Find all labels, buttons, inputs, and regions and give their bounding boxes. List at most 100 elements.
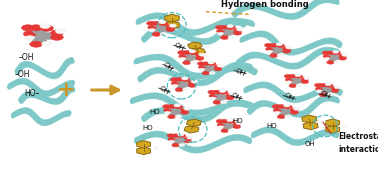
Polygon shape [184, 125, 199, 133]
Circle shape [209, 71, 215, 74]
Circle shape [319, 120, 325, 123]
Circle shape [180, 57, 186, 60]
Circle shape [209, 94, 217, 98]
Circle shape [279, 106, 288, 111]
Text: OH: OH [305, 141, 315, 147]
Circle shape [154, 23, 164, 28]
Circle shape [322, 51, 330, 55]
Circle shape [279, 113, 288, 117]
Polygon shape [191, 48, 206, 55]
Circle shape [220, 36, 229, 39]
Circle shape [33, 27, 47, 34]
Circle shape [227, 25, 234, 28]
Polygon shape [165, 14, 179, 22]
Circle shape [276, 43, 283, 46]
Circle shape [183, 51, 191, 54]
Circle shape [189, 51, 198, 55]
Circle shape [328, 56, 337, 60]
Circle shape [172, 134, 179, 137]
Circle shape [285, 78, 293, 82]
Circle shape [285, 115, 291, 118]
Circle shape [226, 96, 234, 100]
Circle shape [283, 49, 291, 53]
Circle shape [327, 61, 334, 64]
Circle shape [182, 78, 190, 82]
Circle shape [215, 92, 224, 96]
Circle shape [271, 48, 280, 53]
Circle shape [271, 51, 280, 56]
Polygon shape [326, 119, 339, 127]
Circle shape [236, 122, 242, 125]
Circle shape [277, 115, 285, 119]
Circle shape [197, 62, 205, 65]
Circle shape [23, 31, 36, 37]
Circle shape [285, 109, 294, 114]
Circle shape [178, 51, 186, 54]
Circle shape [220, 90, 228, 94]
Circle shape [177, 82, 186, 87]
Circle shape [198, 65, 206, 69]
Circle shape [201, 125, 208, 128]
Polygon shape [165, 21, 179, 29]
Circle shape [223, 121, 231, 125]
Circle shape [291, 76, 299, 80]
Polygon shape [187, 42, 202, 49]
Circle shape [166, 25, 175, 29]
Circle shape [216, 120, 224, 123]
Circle shape [220, 100, 227, 104]
Circle shape [177, 86, 186, 90]
Circle shape [25, 36, 35, 41]
Circle shape [183, 82, 192, 87]
Circle shape [219, 89, 226, 93]
Circle shape [167, 134, 175, 137]
Circle shape [184, 107, 190, 110]
Circle shape [174, 105, 183, 109]
Circle shape [293, 107, 300, 110]
Circle shape [222, 33, 231, 38]
Circle shape [196, 57, 204, 60]
Circle shape [321, 88, 329, 92]
Circle shape [226, 93, 234, 97]
Circle shape [290, 111, 298, 114]
Circle shape [222, 30, 231, 35]
Circle shape [196, 54, 204, 58]
Circle shape [181, 20, 187, 23]
Circle shape [179, 54, 187, 58]
Circle shape [169, 106, 178, 111]
Circle shape [199, 53, 205, 56]
Circle shape [208, 62, 216, 66]
Circle shape [51, 34, 63, 40]
Circle shape [163, 105, 170, 108]
Circle shape [152, 32, 161, 36]
Circle shape [167, 105, 176, 108]
Circle shape [184, 137, 191, 140]
Circle shape [221, 120, 228, 123]
Circle shape [215, 95, 224, 99]
Circle shape [168, 137, 175, 141]
Circle shape [174, 104, 181, 107]
Circle shape [324, 57, 330, 60]
Circle shape [296, 84, 302, 87]
Circle shape [171, 81, 179, 85]
Circle shape [183, 61, 191, 65]
Polygon shape [303, 122, 318, 130]
Circle shape [175, 78, 183, 81]
Text: +: + [57, 80, 76, 100]
Circle shape [204, 69, 212, 73]
Circle shape [277, 105, 285, 108]
Circle shape [33, 33, 47, 39]
Circle shape [284, 105, 292, 109]
Circle shape [325, 83, 331, 86]
Circle shape [174, 141, 182, 145]
Circle shape [314, 84, 322, 87]
Circle shape [148, 25, 156, 29]
Circle shape [339, 57, 346, 60]
Circle shape [40, 24, 50, 29]
Circle shape [204, 46, 211, 49]
Text: OH: OH [234, 67, 246, 77]
Circle shape [228, 129, 234, 132]
Circle shape [30, 41, 42, 47]
Text: –OH: –OH [14, 69, 30, 78]
Circle shape [215, 98, 224, 103]
Text: Electrostatic: Electrostatic [338, 132, 378, 141]
